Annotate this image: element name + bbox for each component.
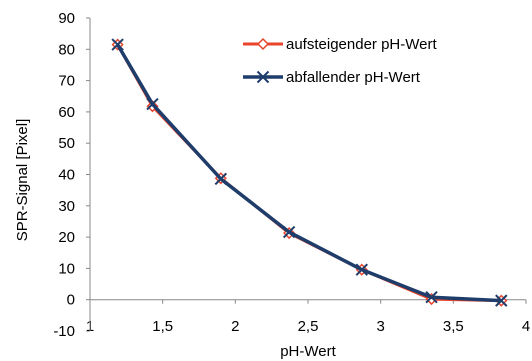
- data-point-x: [495, 294, 508, 307]
- legend-label: aufsteigender pH-Wert: [286, 36, 437, 53]
- x-axis-ticks: 1 1,5 2 2,5 3 3,5 4: [86, 299, 530, 335]
- legend: aufsteigender pH-Wert abfallender pH-Wert: [243, 36, 437, 86]
- x-tick-label: 2: [231, 318, 239, 335]
- legend-label: abfallender pH-Wert: [286, 69, 421, 86]
- legend-marker-diamond: [256, 37, 270, 51]
- x-tick-label: 4: [522, 318, 530, 335]
- data-point-x: [146, 97, 159, 111]
- legend-item: aufsteigender pH-Wert: [243, 36, 437, 53]
- legend-marker-x: [256, 70, 270, 84]
- y-tick-label: 10: [58, 260, 75, 277]
- y-tick-label: 40: [58, 167, 75, 184]
- y-tick-label: 60: [58, 104, 75, 121]
- y-tick-label: 20: [58, 229, 75, 246]
- x-tick-label: 3: [376, 318, 384, 335]
- legend-item: abfallender pH-Wert: [243, 69, 421, 86]
- data-point-x: [111, 38, 124, 51]
- x-tick-label: 1,5: [152, 318, 173, 335]
- y-axis-ticks: -10 0 10 20 30 40 50 60 70 80 90: [53, 10, 90, 340]
- y-tick-label: -10: [53, 323, 75, 340]
- data-point-x: [282, 225, 296, 239]
- y-axis-title: SPR-Signal [Pixel]: [14, 119, 31, 242]
- y-tick-label: 90: [58, 10, 75, 27]
- y-tick-label: 0: [67, 292, 75, 309]
- y-tick-label: 80: [58, 41, 75, 58]
- x-axis-title: pH-Wert: [280, 343, 336, 360]
- data-point-x: [425, 290, 438, 304]
- y-tick-label: 30: [58, 198, 75, 215]
- data-point-x: [355, 263, 368, 276]
- data-point-x: [214, 172, 228, 186]
- y-tick-label: 50: [58, 135, 75, 152]
- y-tick-label: 70: [58, 73, 75, 90]
- series-layer: [111, 38, 508, 307]
- series-abfallend: [111, 38, 508, 307]
- x-tick-label: 3,5: [443, 318, 464, 335]
- x-tick-label: 2,5: [298, 318, 319, 335]
